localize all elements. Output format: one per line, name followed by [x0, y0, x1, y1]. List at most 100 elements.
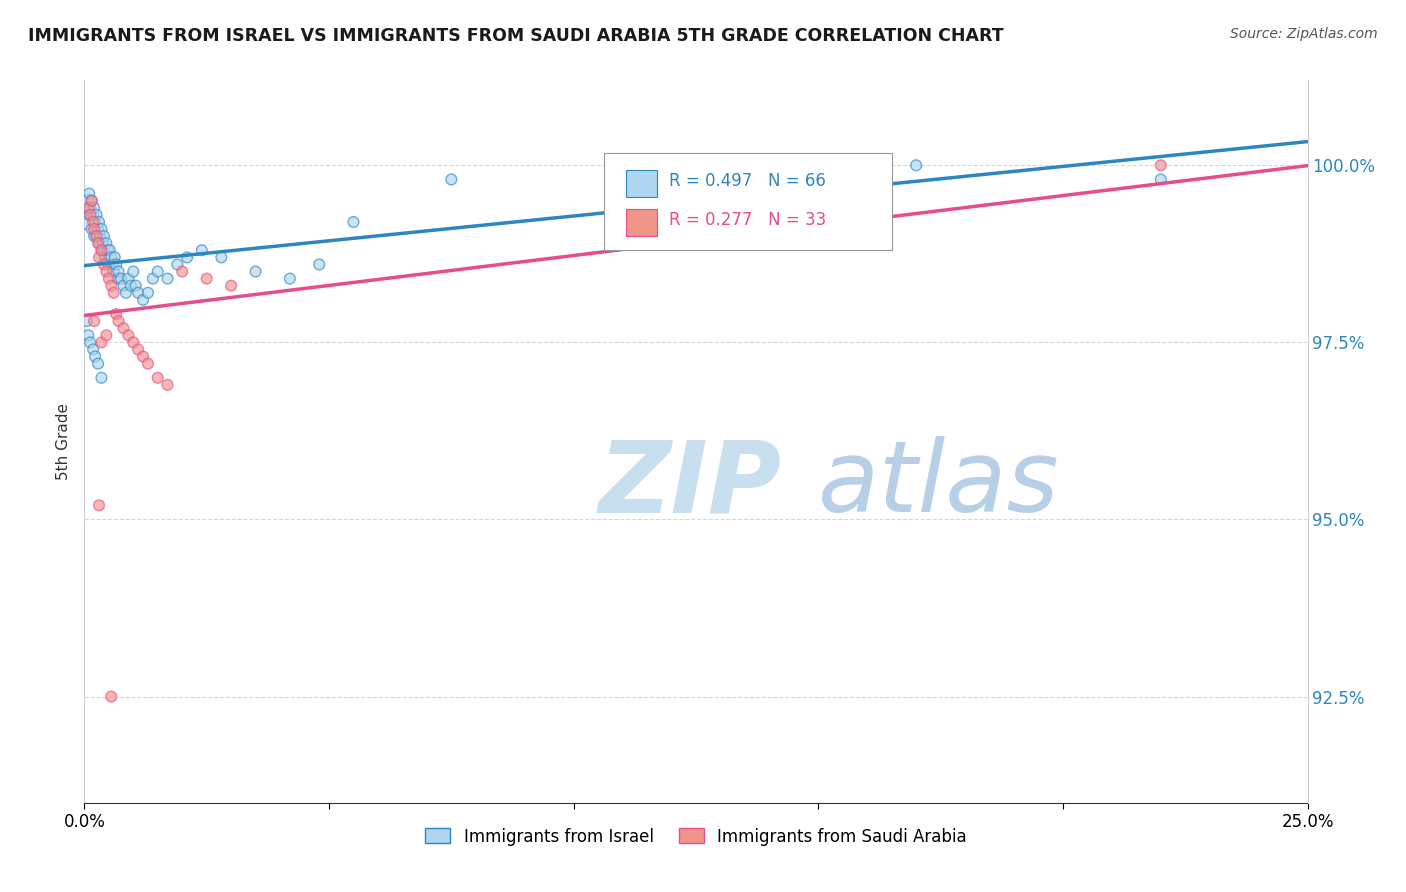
Y-axis label: 5th Grade: 5th Grade [56, 403, 72, 480]
Point [110, 271, 132, 285]
Point [86, 208, 108, 222]
Point [115, 285, 138, 300]
Text: Source: ZipAtlas.com: Source: ZipAtlas.com [1230, 27, 1378, 41]
Point [195, 271, 218, 285]
Point [87, 222, 110, 236]
Point [117, 271, 139, 285]
Point [93, 257, 115, 271]
Point [100, 690, 122, 704]
Legend: Immigrants from Israel, Immigrants from Saudi Arabia: Immigrants from Israel, Immigrants from … [419, 821, 973, 852]
Point [87, 236, 110, 251]
FancyBboxPatch shape [626, 209, 657, 236]
Point [83, 222, 105, 236]
Point [96, 264, 118, 278]
Point [1150, 172, 1173, 186]
FancyBboxPatch shape [605, 153, 891, 250]
Point [117, 328, 139, 343]
Point [105, 307, 128, 321]
Point [83, 229, 105, 244]
Point [82, 215, 104, 229]
Point [91, 236, 114, 251]
Point [87, 215, 110, 229]
Point [100, 251, 122, 265]
Point [94, 251, 117, 265]
Point [122, 264, 145, 278]
Point [86, 229, 108, 244]
Point [84, 215, 107, 229]
Point [87, 357, 110, 371]
Point [125, 278, 148, 293]
Point [90, 244, 112, 258]
Point [83, 201, 105, 215]
Point [96, 236, 118, 251]
Point [84, 350, 107, 364]
Point [107, 264, 129, 278]
Point [112, 321, 135, 335]
Point [80, 194, 103, 208]
Point [82, 343, 104, 357]
Point [191, 244, 214, 258]
Text: atlas: atlas [818, 436, 1060, 533]
Point [122, 335, 145, 350]
Point [132, 293, 155, 307]
Point [101, 257, 124, 271]
Point [107, 314, 129, 328]
Text: R = 0.497   N = 66: R = 0.497 N = 66 [669, 172, 825, 190]
Point [105, 257, 128, 271]
Point [77, 328, 100, 343]
Point [103, 285, 125, 300]
Point [97, 244, 120, 258]
Point [342, 215, 364, 229]
Point [245, 264, 267, 278]
Point [93, 244, 115, 258]
Point [127, 343, 149, 357]
Point [83, 314, 105, 328]
Point [219, 278, 242, 293]
Point [80, 222, 103, 236]
Point [112, 278, 135, 293]
Point [440, 172, 463, 186]
Point [77, 208, 100, 222]
Point [209, 251, 232, 265]
Point [107, 271, 129, 285]
Point [86, 229, 108, 244]
Point [93, 229, 115, 244]
Point [96, 328, 118, 343]
Point [278, 271, 301, 285]
Point [82, 208, 104, 222]
Point [76, 215, 98, 229]
Text: ZIP: ZIP [598, 436, 782, 533]
Point [90, 244, 112, 258]
Point [172, 264, 194, 278]
Point [90, 335, 112, 350]
Point [127, 285, 149, 300]
Point [905, 158, 928, 172]
Point [142, 271, 165, 285]
Point [103, 264, 125, 278]
Point [308, 257, 330, 271]
Point [104, 251, 127, 265]
Point [100, 278, 122, 293]
Point [146, 371, 169, 385]
Point [76, 314, 98, 328]
Point [79, 208, 101, 222]
Point [98, 244, 121, 258]
Point [156, 271, 179, 285]
Point [87, 498, 110, 512]
Point [176, 251, 198, 265]
Point [612, 165, 634, 179]
Point [1150, 158, 1173, 172]
Text: IMMIGRANTS FROM ISRAEL VS IMMIGRANTS FROM SAUDI ARABIA 5TH GRADE CORRELATION CHA: IMMIGRANTS FROM ISRAEL VS IMMIGRANTS FRO… [28, 27, 1004, 45]
Point [79, 201, 101, 215]
Point [80, 194, 103, 208]
Text: R = 0.277   N = 33: R = 0.277 N = 33 [669, 211, 827, 229]
Point [120, 278, 142, 293]
Point [77, 194, 100, 208]
Point [97, 271, 120, 285]
Point [136, 285, 159, 300]
Point [90, 371, 112, 385]
Point [156, 377, 179, 392]
Point [89, 229, 111, 244]
Point [79, 335, 101, 350]
Point [146, 264, 169, 278]
